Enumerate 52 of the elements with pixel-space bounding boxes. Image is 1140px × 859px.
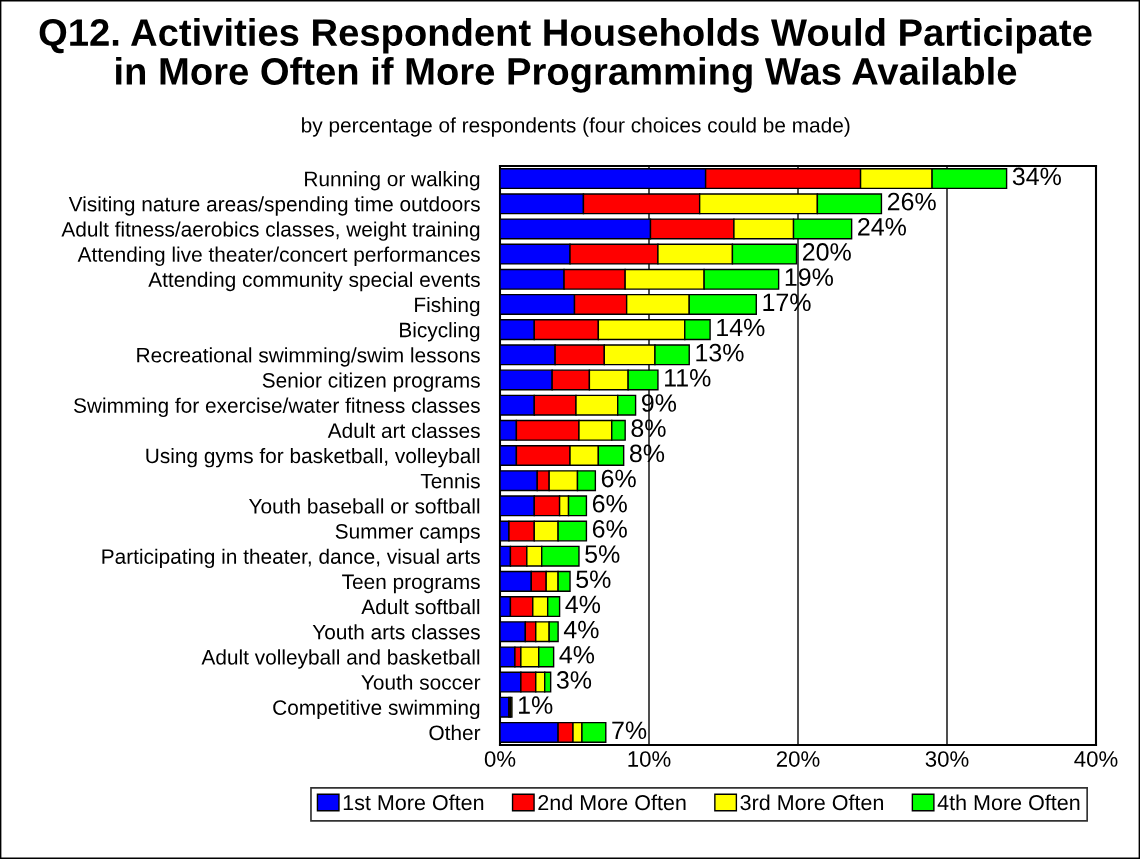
y-tick-label: Attending live theater/concert performances — [77, 246, 480, 266]
legend-label: 4th More Often — [937, 794, 1080, 811]
legend-label: 2nd More Often — [538, 794, 686, 811]
total-label: 5% — [585, 545, 620, 563]
total-label: 4% — [559, 646, 595, 664]
y-tick-label: Adult volleyball and basketball — [201, 649, 480, 669]
y-tick-label: Other — [429, 724, 481, 741]
y-tick-label: Teen programs — [342, 574, 480, 594]
total-label: 26% — [887, 192, 936, 211]
y-tick-label: Participating in theater, dance, visual arts — [102, 548, 480, 569]
y-tick-label: Running or walking — [305, 171, 480, 191]
total-label: 5% — [576, 570, 611, 589]
y-tick-label: Adult art classes — [327, 422, 480, 439]
total-label: 34% — [1012, 167, 1061, 186]
x-tick-label: 40% — [1074, 751, 1118, 767]
legend-label: 3rd More Often — [740, 794, 883, 811]
y-tick-label: Swimming for exercise/water fitness classes — [73, 397, 480, 418]
y-tick-label: Adult softball — [361, 598, 480, 615]
x-tick-label: 10% — [628, 751, 671, 767]
chart-subtitle: by percentage of respondents (four choices could be made) — [302, 117, 850, 137]
total-label: 6% — [592, 520, 627, 538]
total-label: 20% — [802, 243, 851, 261]
x-tick-label: 20% — [776, 751, 820, 767]
x-tick-label: 30% — [925, 751, 969, 767]
total-label: 7% — [612, 721, 647, 740]
total-label: 6% — [601, 469, 636, 488]
total-label: 4% — [563, 620, 599, 639]
chart-title: Q12. Activities Respondent Households Would Participate in More Often if More Programming Was Available — [39, 18, 1092, 93]
total-label: 14% — [717, 318, 765, 337]
y-tick-label: Tennis — [420, 473, 480, 489]
y-tick-label: Recreational swimming/swim lessons — [137, 347, 480, 367]
total-label: 11% — [665, 369, 711, 387]
y-tick-label: Bicycling — [400, 322, 480, 342]
total-label: 3% — [556, 671, 592, 689]
total-label: 4% — [565, 595, 601, 614]
y-tick-label: Senior citizen programs — [262, 372, 480, 392]
legend-label: 1st More Often — [343, 794, 484, 811]
y-tick-label: Fishing — [415, 296, 480, 317]
y-tick-label: Adult fitness/aerobics classes, weight training — [61, 221, 480, 241]
y-tick-label: Attending community special events — [148, 271, 480, 292]
total-label: 1% — [519, 696, 553, 714]
y-tick-label: Youth soccer — [361, 674, 481, 690]
y-tick-label: Summer camps — [335, 524, 480, 543]
y-tick-label: Youth baseball or softball — [248, 498, 480, 514]
total-label: 24% — [858, 217, 906, 236]
y-tick-label: Visiting nature areas/spending time outdoors — [68, 196, 480, 216]
y-tick-label: Competitive swimming — [273, 699, 480, 720]
total-label: 13% — [696, 343, 744, 362]
x-tick-label: 0% — [484, 751, 516, 767]
total-label: 6% — [592, 494, 627, 513]
y-tick-label: Youth arts classes — [312, 624, 480, 640]
y-tick-label: Using gyms for basketball, volleyball — [146, 447, 480, 468]
